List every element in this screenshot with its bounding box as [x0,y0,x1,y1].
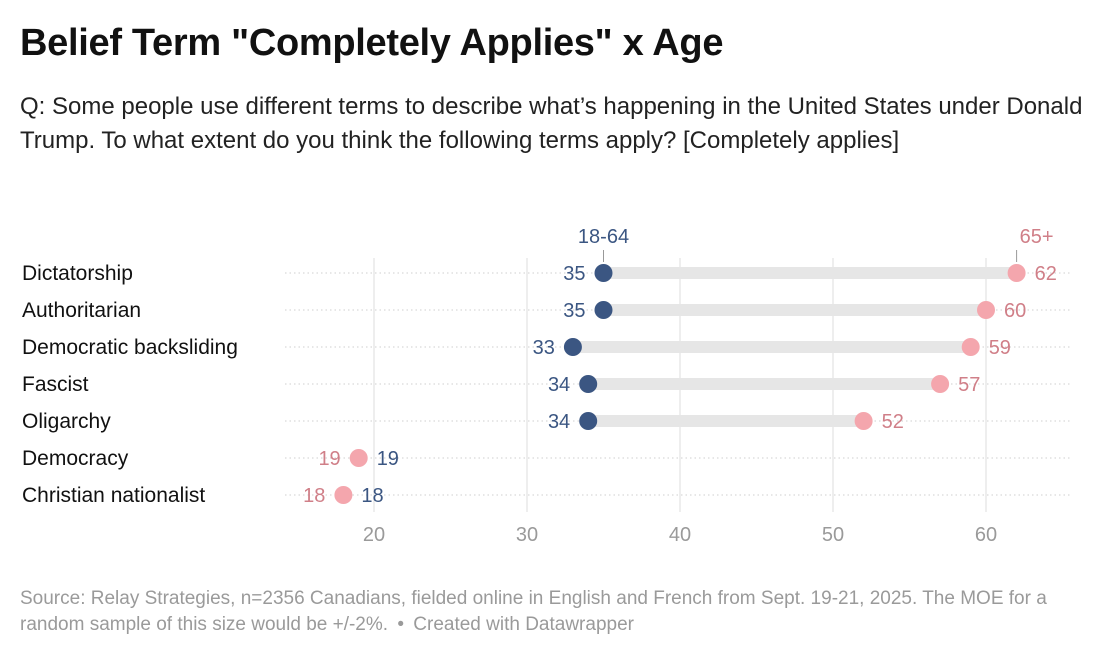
credit-note: Created with Datawrapper [413,614,634,635]
category-label: Authoritarian [22,299,141,322]
dot-65-plus [977,301,995,319]
value-label-65-plus: 62 [1035,263,1057,285]
dot-18-64 [579,375,598,393]
category-label: Democratic backsliding [22,336,238,359]
value-label-18-64: 35 [563,300,585,322]
value-label-65-plus: 59 [989,337,1011,359]
dot-18-64 [594,301,613,319]
dot-18-64 [563,338,582,356]
chart-title: Belief Term "Completely Applies" x Age [20,22,724,64]
category-label: Fascist [22,373,89,396]
value-label-18-64: 35 [563,263,585,285]
dot-65-plus [1007,264,1026,282]
dot-65-plus [334,486,353,504]
category-label: Christian nationalist [22,484,205,507]
x-tick-label: 20 [363,524,385,546]
value-label-65-plus: 52 [882,411,904,433]
range-dot-chart: 20 30 40 50 60 Dictatorship 35 62 Authoritarian 3… [22,226,1072,546]
value-label-18-64: 33 [533,337,555,359]
value-label-65-plus: 57 [958,374,980,396]
x-tick-label: 40 [669,524,691,546]
dot-65-plus [931,375,950,393]
category-label: Democracy [22,447,129,470]
dot-65-plus [854,412,873,430]
legend-label-65-plus: 65+ [1020,226,1054,248]
x-tick-label: 30 [516,524,538,546]
value-label-18-64: 34 [548,411,570,433]
dot-65-plus [961,338,980,356]
dot-65-plus [349,449,368,467]
x-tick-label: 50 [822,524,844,546]
value-label-65-plus: 18 [303,485,325,507]
dot-18-64 [579,412,598,430]
chart-subtitle: Q: Some people use different terms to de… [20,93,1083,154]
dot-18-64 [594,264,613,282]
value-label-18-64: 18 [361,485,383,507]
value-label-18-64: 19 [377,448,399,470]
value-label-65-plus: 60 [1004,300,1026,322]
category-label: Oligarchy [22,410,111,433]
value-label-18-64: 34 [548,374,570,396]
source-note: Source: Relay Strategies, n=2356 Canadia… [20,588,1047,635]
legend-label-18-64: 18-64 [578,226,629,248]
category-label: Dictatorship [22,262,133,285]
x-tick-label: 60 [975,524,997,546]
value-label-65-plus: 19 [318,448,340,470]
chart-notes: Source: Relay Strategies, n=2356 Canadia… [20,586,1100,638]
notes-separator: • [397,614,404,635]
